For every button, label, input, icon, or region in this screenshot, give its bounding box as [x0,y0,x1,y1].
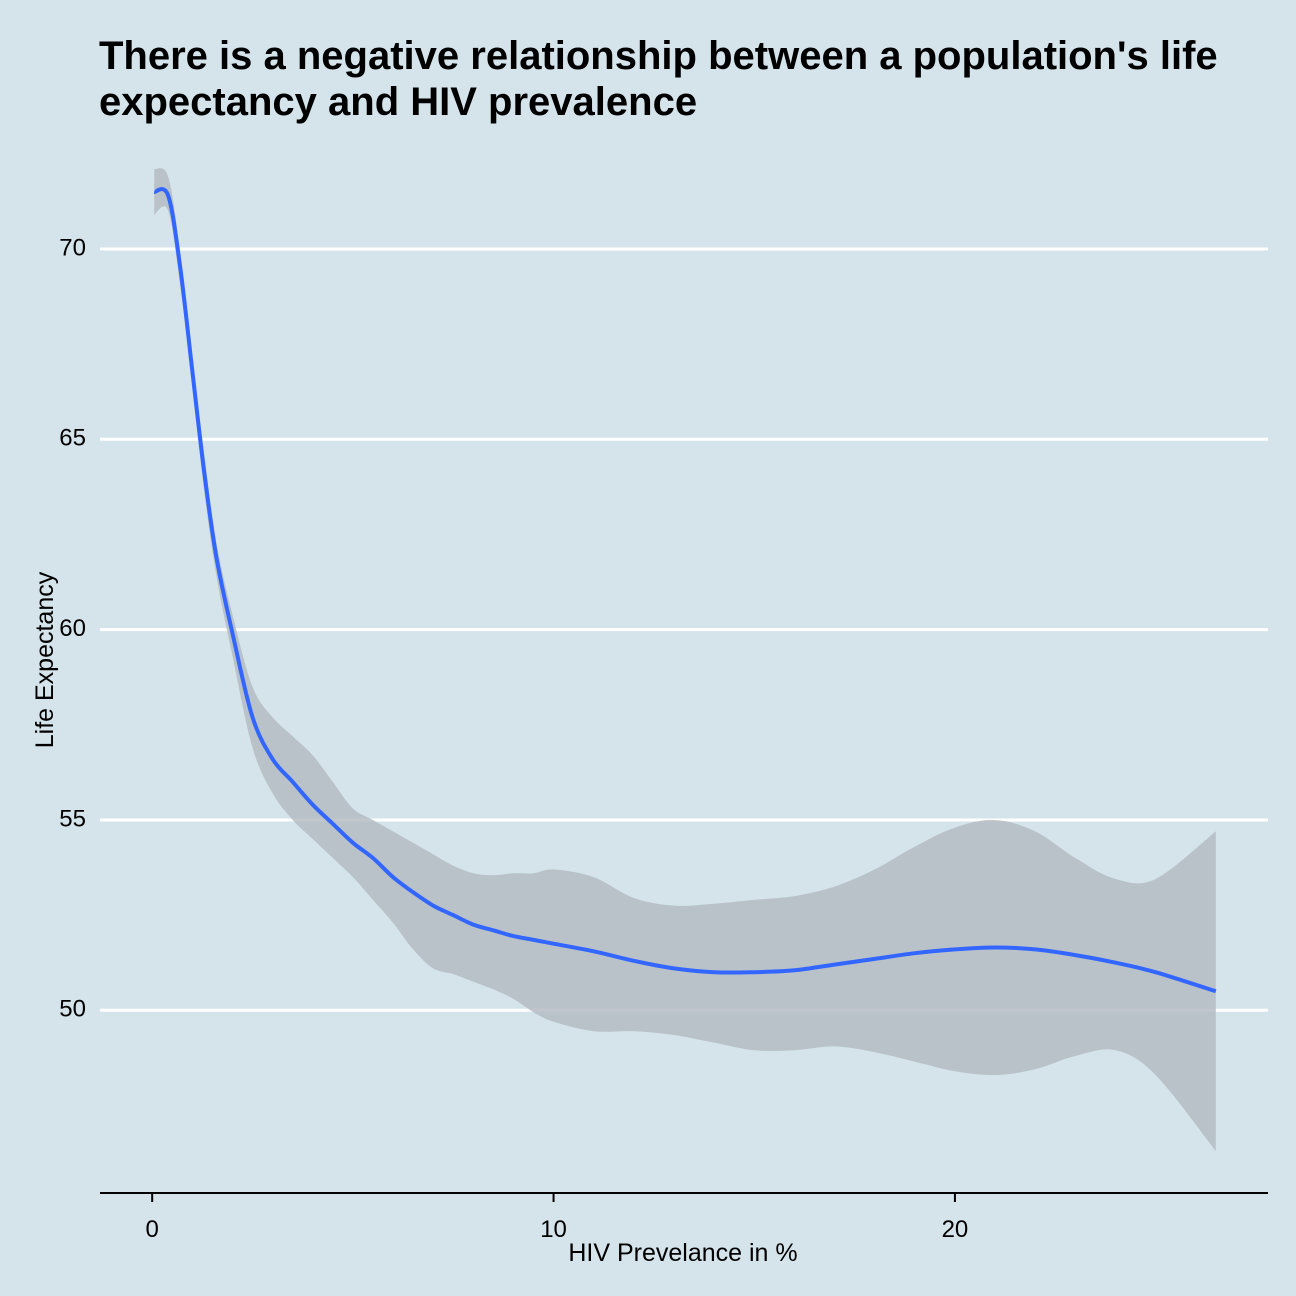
x-tick-label-0: 0 [145,1216,158,1243]
y-tick-label-55: 55 [59,805,86,832]
y-tick-label-60: 60 [59,615,86,642]
x-tick-label-10: 10 [540,1216,567,1243]
confidence-ribbon [154,168,1216,1152]
y-tick-label-65: 65 [59,425,86,452]
chart-title-line-1: There is a negative relationship between… [99,34,1218,78]
fit-line [153,187,1217,994]
chart-title-line-2: expectancy and HIV prevalence [99,80,698,124]
x-axis-title: HIV Prevelance in % [568,1239,797,1267]
y-tick-label-70: 70 [59,234,86,261]
x-tick-label-20: 20 [942,1216,969,1243]
y-tick-label-50: 50 [59,996,86,1023]
y-axis-ticks: 50 55 60 65 70 [59,234,86,1022]
x-axis-ticks: 0 10 20 [145,1193,968,1243]
chart-title: There is a negative relationship between… [99,33,1296,125]
y-axis-title: Life Expectancy [31,571,59,748]
